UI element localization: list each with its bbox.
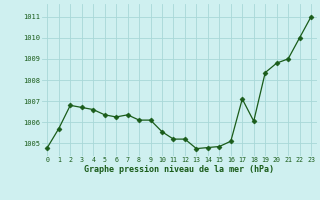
X-axis label: Graphe pression niveau de la mer (hPa): Graphe pression niveau de la mer (hPa) [84, 165, 274, 174]
